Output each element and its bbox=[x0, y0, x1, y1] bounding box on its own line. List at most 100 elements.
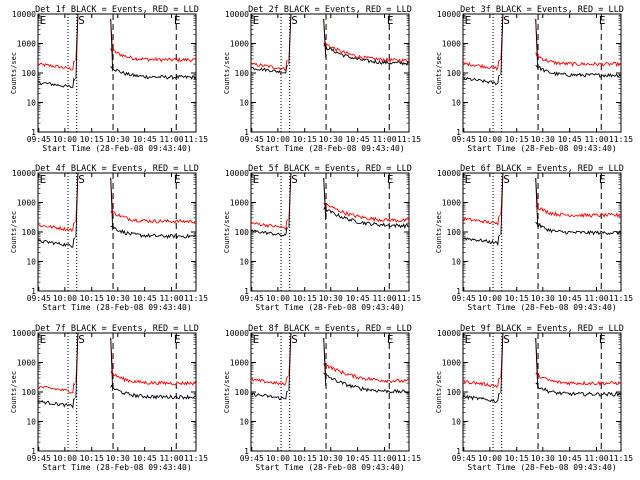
series-lld-line bbox=[462, 332, 622, 388]
x-tick-label: 11:15 bbox=[609, 135, 633, 144]
series-lld-line bbox=[462, 172, 622, 227]
y-tick-label: 100 bbox=[447, 388, 462, 397]
series-events-line bbox=[37, 332, 197, 409]
x-tick-label: 10:15 bbox=[80, 135, 104, 144]
series-events-line bbox=[250, 332, 410, 400]
x-tick-label: 10:45 bbox=[558, 135, 582, 144]
x-tick-label: 09:45 bbox=[27, 454, 51, 463]
y-tick-label: 1000 bbox=[230, 40, 249, 49]
x-tick-label: 10:00 bbox=[53, 454, 77, 463]
chart-title: Det 6f BLACK = Events, RED = LLD bbox=[460, 164, 624, 174]
x-tick-label: 10:30 bbox=[531, 454, 555, 463]
chart-panel-7: Det 7f BLACK = Events, RED = LLD 1 10 100 10… bbox=[10, 324, 208, 472]
x-tick-label: 10:00 bbox=[478, 294, 502, 303]
x-tick-label: 10:45 bbox=[558, 294, 582, 303]
event-marker-label: S bbox=[503, 14, 510, 27]
y-axis-label: Counts/sec bbox=[223, 52, 231, 94]
series-events-line bbox=[37, 172, 197, 248]
chart-title: Det 9f BLACK = Events, RED = LLD bbox=[460, 324, 624, 334]
event-marker-label: S bbox=[78, 333, 85, 346]
event-marker-label: E bbox=[40, 333, 47, 346]
y-tick-label: 10 bbox=[451, 99, 461, 108]
chart-title: Det 3f BLACK = Events, RED = LLD bbox=[460, 5, 624, 15]
x-axis-label: Start Time (28-Feb-08 09:43:40) bbox=[467, 303, 616, 312]
series-lld-line bbox=[37, 172, 197, 232]
x-tick-label: 10:45 bbox=[133, 454, 157, 463]
event-marker-label: E bbox=[253, 14, 260, 27]
event-marker-label: E bbox=[387, 14, 394, 27]
x-axis-label: Start Time (28-Feb-08 09:43:40) bbox=[255, 144, 404, 153]
event-marker-label: E bbox=[174, 173, 181, 186]
series-lld-line bbox=[250, 13, 410, 72]
y-tick-label: 1000 bbox=[230, 359, 249, 368]
y-tick-label: 1 bbox=[244, 287, 249, 296]
y-axis-label: Counts/sec bbox=[10, 371, 18, 413]
y-tick-label: 100 bbox=[22, 228, 37, 237]
x-tick-label: 09:45 bbox=[27, 135, 51, 144]
y-tick-label: 100 bbox=[235, 228, 250, 237]
series-events-line bbox=[37, 13, 197, 89]
chart-panel-5: Det 5f BLACK = Events, RED = LLD 1 10 100 10… bbox=[223, 164, 421, 312]
event-marker-label: S bbox=[78, 14, 85, 27]
x-tick-label: 11:00 bbox=[372, 294, 396, 303]
y-tick-label: 10000 bbox=[225, 10, 249, 19]
x-tick-label: 09:45 bbox=[452, 454, 476, 463]
event-marker-label: S bbox=[291, 333, 298, 346]
x-tick-label: 10:00 bbox=[53, 135, 77, 144]
x-tick-label: 10:30 bbox=[106, 454, 130, 463]
chart-title: Det 5f BLACK = Events, RED = LLD bbox=[248, 164, 412, 174]
y-tick-label: 10 bbox=[451, 258, 461, 267]
x-tick-label: 09:45 bbox=[452, 294, 476, 303]
y-tick-label: 1 bbox=[31, 447, 36, 456]
x-tick-label: 10:15 bbox=[505, 135, 529, 144]
x-tick-label: 11:00 bbox=[159, 454, 183, 463]
y-tick-label: 1 bbox=[456, 128, 461, 137]
y-tick-label: 1 bbox=[244, 128, 249, 137]
y-tick-label: 100 bbox=[447, 69, 462, 78]
chart-panel-6: Det 6f BLACK = Events, RED = LLD 1 10 100 10… bbox=[435, 164, 633, 312]
x-tick-label: 09:45 bbox=[240, 135, 264, 144]
y-tick-label: 1000 bbox=[230, 199, 249, 208]
y-tick-label: 10000 bbox=[12, 169, 36, 178]
event-marker-label: S bbox=[78, 173, 85, 186]
x-tick-label: 11:00 bbox=[159, 135, 183, 144]
x-tick-label: 10:30 bbox=[531, 135, 555, 144]
y-tick-label: 10000 bbox=[437, 10, 461, 19]
chart-panel-9: Det 9f BLACK = Events, RED = LLD 1 10 100 10… bbox=[435, 324, 633, 472]
x-tick-label: 10:15 bbox=[293, 135, 317, 144]
y-tick-label: 100 bbox=[235, 69, 250, 78]
x-tick-label: 10:15 bbox=[505, 454, 529, 463]
x-tick-label: 11:15 bbox=[184, 135, 208, 144]
series-events-line bbox=[250, 13, 410, 75]
event-marker-label: E bbox=[599, 333, 606, 346]
y-axis-label: Counts/sec bbox=[435, 211, 443, 253]
x-tick-label: 10:45 bbox=[133, 135, 157, 144]
x-tick-label: 10:15 bbox=[293, 454, 317, 463]
x-tick-label: 11:15 bbox=[184, 294, 208, 303]
event-marker-label: E bbox=[253, 333, 260, 346]
x-tick-label: 10:30 bbox=[106, 294, 130, 303]
x-axis-label: Start Time (28-Feb-08 09:43:40) bbox=[42, 303, 191, 312]
series-lld-line bbox=[250, 172, 410, 231]
x-tick-label: 11:15 bbox=[397, 454, 421, 463]
y-tick-label: 1 bbox=[456, 287, 461, 296]
x-tick-label: 11:15 bbox=[609, 294, 633, 303]
x-tick-label: 10:00 bbox=[266, 454, 290, 463]
y-tick-label: 10 bbox=[239, 418, 249, 427]
x-tick-label: 11:00 bbox=[159, 294, 183, 303]
y-tick-label: 1 bbox=[456, 447, 461, 456]
x-tick-label: 11:00 bbox=[584, 454, 608, 463]
chart-title: Det 2f BLACK = Events, RED = LLD bbox=[248, 5, 412, 15]
y-tick-label: 1000 bbox=[17, 199, 36, 208]
x-tick-label: 09:45 bbox=[452, 135, 476, 144]
x-tick-label: 10:15 bbox=[80, 294, 104, 303]
series-lld-line bbox=[250, 332, 410, 386]
y-tick-label: 10000 bbox=[437, 329, 461, 338]
y-tick-label: 10 bbox=[451, 418, 461, 427]
chart-panel-4: Det 4f BLACK = Events, RED = LLD 1 10 100 10… bbox=[10, 164, 208, 312]
y-axis-label: Counts/sec bbox=[435, 371, 443, 413]
x-tick-label: 10:15 bbox=[80, 454, 104, 463]
y-tick-label: 1000 bbox=[17, 359, 36, 368]
y-tick-label: 1 bbox=[31, 287, 36, 296]
